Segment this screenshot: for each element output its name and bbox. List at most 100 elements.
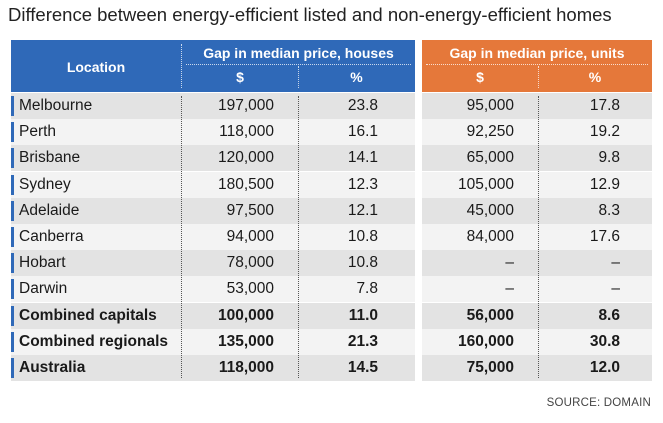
houses-dollar-cell: 118,000 bbox=[218, 359, 274, 376]
houses-percent-cell: 10.8 bbox=[347, 254, 378, 272]
units-percent-cell: 17.6 bbox=[589, 228, 620, 245]
location-cell: Darwin bbox=[19, 280, 68, 298]
table-row bbox=[11, 328, 415, 355]
row-accent-bar bbox=[11, 148, 14, 169]
houses-percent-cell: 16.1 bbox=[347, 123, 378, 141]
location-cell: Adelaide bbox=[19, 201, 80, 219]
houses-dollar-cell: 118,000 bbox=[219, 123, 274, 141]
units-percent-cell: – bbox=[611, 254, 620, 272]
table-row bbox=[422, 276, 652, 303]
table-row bbox=[422, 119, 652, 146]
chart-title: Difference between energy-efficient list… bbox=[8, 4, 612, 25]
units-dollar-cell: 45,000 bbox=[466, 201, 514, 219]
units-dollar-cell: 95,000 bbox=[466, 97, 514, 114]
table-row bbox=[422, 250, 652, 277]
table-row bbox=[11, 171, 415, 198]
location-header: Location bbox=[66, 59, 126, 75]
units-percent-header: % bbox=[588, 69, 602, 85]
units-percent-cell: 30.8 bbox=[589, 332, 620, 350]
houses-group-header: Gap in median price, houses bbox=[203, 45, 394, 61]
table-row bbox=[422, 328, 652, 355]
units-percent-cell: 17.8 bbox=[589, 97, 620, 114]
row-accent-bar bbox=[11, 200, 14, 221]
table-row bbox=[11, 302, 415, 329]
houses-dollar-cell: 135,000 bbox=[217, 332, 274, 350]
row-accent-bar bbox=[11, 279, 14, 300]
row-accent-bar bbox=[11, 331, 14, 352]
table-row bbox=[11, 93, 415, 119]
houses-dollar-cell: 180,500 bbox=[217, 175, 274, 193]
location-cell: Hobart bbox=[19, 254, 66, 272]
location-cell: Combined regionals bbox=[19, 332, 168, 350]
units-percent-cell: – bbox=[611, 280, 620, 298]
table-row bbox=[11, 224, 415, 250]
table-row bbox=[11, 355, 415, 381]
table-row bbox=[11, 250, 415, 277]
houses-dollar-cell: 78,000 bbox=[226, 254, 274, 272]
units-dollar-cell: 75,000 bbox=[466, 359, 514, 376]
source-note: SOURCE: DOMAIN bbox=[546, 397, 651, 409]
units-header bbox=[422, 40, 652, 92]
row-accent-bar bbox=[11, 358, 14, 378]
houses-percent-cell: 10.8 bbox=[347, 228, 378, 245]
units-dollar-cell: 84,000 bbox=[466, 228, 514, 245]
units-dollar-cell: – bbox=[505, 254, 514, 272]
houses-percent-cell: 23.8 bbox=[347, 97, 378, 114]
units-dollar-cell: 160,000 bbox=[457, 332, 514, 350]
houses-header bbox=[11, 40, 415, 92]
row-accent-bar bbox=[11, 174, 14, 195]
houses-dollar-header: $ bbox=[236, 69, 244, 85]
houses-percent-cell: 14.1 bbox=[347, 149, 378, 167]
header-separator bbox=[186, 64, 411, 65]
row-accent-bar bbox=[11, 96, 14, 116]
houses-dollar-cell: 53,000 bbox=[226, 280, 274, 298]
row-accent-bar bbox=[11, 253, 14, 274]
units-percent-cell: 12.9 bbox=[589, 175, 620, 193]
row-accent-bar bbox=[11, 122, 14, 143]
units-group-header: Gap in median price, units bbox=[449, 45, 625, 61]
header-separator bbox=[181, 44, 182, 88]
location-cell: Canberra bbox=[19, 228, 84, 245]
table-row bbox=[11, 276, 415, 303]
table-row bbox=[11, 119, 415, 146]
location-cell: Brisbane bbox=[19, 149, 81, 167]
units-percent-cell: 9.8 bbox=[598, 149, 620, 167]
houses-percent-header: % bbox=[350, 69, 363, 85]
location-cell: Sydney bbox=[19, 175, 71, 193]
table-row bbox=[11, 197, 415, 224]
table-row bbox=[11, 145, 415, 172]
row-accent-bar bbox=[11, 305, 14, 326]
houses-dollar-cell: 94,000 bbox=[226, 228, 274, 245]
houses-percent-cell: 11.0 bbox=[348, 306, 378, 324]
houses-dollar-cell: 100,000 bbox=[217, 306, 274, 324]
table-row bbox=[422, 171, 652, 198]
header-separator bbox=[298, 66, 299, 88]
units-dollar-cell: 56,000 bbox=[466, 306, 514, 324]
table-row bbox=[422, 302, 652, 329]
table-row bbox=[422, 93, 652, 119]
header-separator bbox=[538, 66, 539, 88]
units-percent-cell: 12.0 bbox=[589, 359, 620, 376]
table-row bbox=[422, 145, 652, 172]
houses-dollar-cell: 97,500 bbox=[226, 201, 274, 219]
units-percent-cell: 19.2 bbox=[589, 123, 620, 141]
houses-percent-cell: 7.8 bbox=[356, 280, 378, 298]
table-row bbox=[422, 197, 652, 224]
location-cell: Combined capitals bbox=[19, 306, 157, 324]
column-separator bbox=[538, 96, 539, 378]
houses-percent-cell: 12.3 bbox=[347, 175, 378, 193]
houses-percent-cell: 12.1 bbox=[347, 201, 378, 219]
location-cell: Perth bbox=[19, 123, 57, 141]
houses-dollar-cell: 120,000 bbox=[217, 149, 274, 167]
houses-percent-cell: 14.5 bbox=[347, 359, 378, 376]
houses-dollar-cell: 197,000 bbox=[217, 97, 274, 114]
table-row bbox=[422, 355, 652, 381]
location-cell: Melbourne bbox=[19, 97, 93, 114]
table-row bbox=[422, 224, 652, 250]
units-percent-cell: 8.6 bbox=[598, 306, 620, 324]
column-separator bbox=[298, 96, 299, 378]
units-dollar-header: $ bbox=[476, 69, 484, 85]
units-dollar-cell: 92,250 bbox=[466, 123, 514, 141]
units-dollar-cell: 65,000 bbox=[466, 149, 514, 167]
row-accent-bar bbox=[11, 227, 14, 247]
